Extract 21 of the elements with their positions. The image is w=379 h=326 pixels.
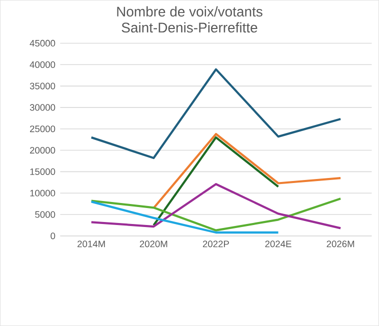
chart-subtitle: Saint-Denis-Pierrefitte: [122, 22, 258, 33]
line-series: [152, 132, 342, 210]
x-tick-label: 2024E: [265, 240, 292, 248]
y-tick-label: 40000: [30, 61, 56, 68]
x-tick-label: 2020M: [140, 240, 168, 248]
y-tick-label: 0: [50, 232, 56, 240]
x-tick-label: 2022P: [202, 240, 229, 248]
y-tick-label: 5000: [35, 211, 56, 218]
line-series: [90, 183, 342, 230]
line-series: [90, 68, 342, 160]
y-tick-label: 45000: [30, 40, 56, 46]
y-tick-label: 30000: [30, 104, 56, 111]
chart-title: Nombre de voix/votants: [117, 6, 262, 17]
y-tick-label: 10000: [30, 190, 56, 196]
y-tick-label: 20000: [30, 146, 56, 154]
x-tick-label: 2026M: [326, 240, 354, 248]
y-tick-label: 25000: [30, 126, 56, 132]
line-series: [90, 198, 342, 232]
x-tick-label: 2014M: [78, 240, 105, 248]
y-tick-label: 15000: [30, 168, 56, 175]
y-tick-label: 35000: [30, 82, 56, 90]
